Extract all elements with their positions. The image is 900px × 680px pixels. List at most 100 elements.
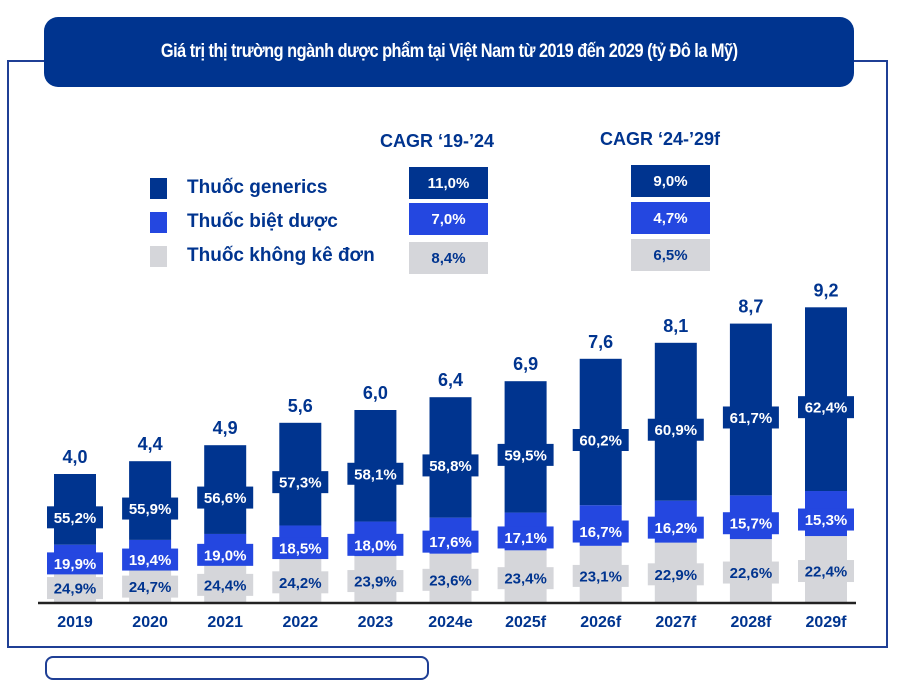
cagr2-otc: 6,5% bbox=[631, 239, 710, 271]
data-label: 15,7% bbox=[730, 516, 773, 533]
data-label: 16,2% bbox=[655, 520, 698, 537]
data-label-box bbox=[647, 516, 704, 539]
data-label-box bbox=[422, 454, 479, 477]
data-label: 55,9% bbox=[129, 501, 172, 518]
data-label-box bbox=[197, 486, 254, 509]
data-label: 55,2% bbox=[54, 510, 97, 527]
data-label-box bbox=[47, 552, 103, 575]
stacked-bar-chart: 24,9% 19,9% 55,2% 4,0 2019 24,7% 19,4% 55,9% 4,4… bbox=[38, 280, 856, 631]
data-label: 23,1% bbox=[579, 568, 622, 585]
legend-swatch bbox=[150, 177, 167, 199]
data-label-box bbox=[197, 543, 254, 566]
data-label-box bbox=[422, 530, 479, 553]
data-label: 56,6% bbox=[204, 490, 247, 507]
legend-swatch bbox=[150, 211, 167, 233]
data-label: 23,6% bbox=[429, 572, 472, 589]
data-label: 16,7% bbox=[579, 524, 622, 541]
data-label-box bbox=[122, 497, 179, 520]
data-label-box bbox=[272, 571, 329, 594]
data-label-box bbox=[122, 575, 179, 598]
data-label-box bbox=[272, 471, 329, 494]
total-label: 4,9 bbox=[213, 418, 238, 438]
total-label: 6,9 bbox=[513, 354, 538, 374]
data-label-box bbox=[572, 520, 629, 543]
data-label-box bbox=[647, 418, 704, 441]
data-label: 60,2% bbox=[579, 433, 622, 450]
legend-item-otc: Thuốc không kê đơn bbox=[150, 245, 375, 267]
chart-title-banner: Giá trị thị trường ngành dược phẩm tại V… bbox=[44, 17, 854, 87]
data-label-box bbox=[572, 429, 629, 452]
data-label-box bbox=[722, 406, 779, 429]
data-label: 22,6% bbox=[730, 565, 773, 582]
data-label: 60,9% bbox=[655, 422, 698, 439]
data-label-box bbox=[647, 563, 704, 586]
data-label-box bbox=[798, 508, 854, 531]
x-tick-label: 2028f bbox=[730, 614, 772, 631]
data-label-box bbox=[798, 396, 854, 419]
data-label-box bbox=[722, 561, 779, 584]
data-label: 22,4% bbox=[805, 564, 848, 581]
data-label: 24,9% bbox=[54, 581, 97, 598]
x-tick-label: 2020 bbox=[132, 614, 168, 631]
legend-item-brand: Thuốc biệt dược bbox=[150, 211, 338, 233]
x-tick-label: 2021 bbox=[207, 614, 243, 631]
data-label: 62,4% bbox=[805, 400, 848, 417]
total-label: 9,2 bbox=[813, 280, 838, 300]
data-label: 24,7% bbox=[129, 579, 172, 596]
cagr-header-2: CAGR ‘24-’29f bbox=[600, 129, 721, 149]
data-label: 22,9% bbox=[655, 567, 698, 584]
data-label: 18,0% bbox=[354, 537, 397, 554]
data-label-box bbox=[497, 567, 554, 590]
data-label-box bbox=[572, 564, 629, 587]
cagr1-otc: 8,4% bbox=[409, 242, 488, 274]
total-label: 7,6 bbox=[588, 332, 613, 352]
data-label: 19,4% bbox=[129, 552, 172, 569]
data-label: 58,1% bbox=[354, 466, 397, 483]
total-label: 8,7 bbox=[738, 297, 763, 317]
total-label: 8,1 bbox=[663, 316, 688, 336]
data-label-box bbox=[798, 560, 854, 583]
cagr2-generics: 9,0% bbox=[631, 165, 710, 197]
data-label: 23,9% bbox=[354, 574, 397, 591]
total-label: 5,6 bbox=[288, 396, 313, 416]
data-label: 23,4% bbox=[504, 571, 547, 588]
chart-title: Giá trị thị trường ngành dược phẩm tại V… bbox=[160, 41, 738, 62]
data-label: 58,8% bbox=[429, 458, 472, 475]
data-label-box bbox=[422, 568, 479, 591]
x-tick-label: 2029f bbox=[806, 614, 848, 631]
data-label-box bbox=[347, 462, 404, 485]
data-label: 17,1% bbox=[504, 530, 547, 547]
data-label: 15,3% bbox=[805, 512, 848, 529]
cagr1-brand: 7,0% bbox=[409, 203, 488, 235]
cagr-header-1: CAGR ‘19-’24 bbox=[380, 131, 495, 151]
cagr1-generics: 11,0% bbox=[409, 167, 488, 199]
total-label: 4,4 bbox=[138, 434, 163, 454]
x-tick-label: 2023 bbox=[358, 614, 394, 631]
legend-label: Thuốc không kê đơn bbox=[187, 245, 375, 266]
x-tick-label: 2026f bbox=[580, 614, 622, 631]
legend-label: Thuốc biệt dược bbox=[187, 211, 338, 232]
data-label-box bbox=[122, 548, 179, 571]
data-label: 57,3% bbox=[279, 475, 322, 492]
total-label: 6,4 bbox=[438, 370, 463, 390]
x-tick-label: 2024e bbox=[428, 614, 473, 631]
data-label-box bbox=[497, 526, 554, 549]
data-label-box bbox=[47, 577, 103, 600]
data-label: 19,9% bbox=[54, 556, 97, 573]
data-label-box bbox=[347, 533, 404, 556]
x-tick-label: 2022 bbox=[283, 614, 319, 631]
data-label-box bbox=[497, 443, 554, 466]
x-tick-label: 2027f bbox=[655, 614, 697, 631]
cagr2-brand: 4,7% bbox=[631, 202, 710, 234]
data-label: 61,7% bbox=[730, 410, 773, 427]
data-label: 19,0% bbox=[204, 547, 247, 564]
legend-swatch bbox=[150, 245, 167, 267]
x-tick-label: 2019 bbox=[57, 614, 93, 631]
legend-label: Thuốc generics bbox=[187, 177, 328, 198]
data-label-box bbox=[347, 570, 404, 593]
total-label: 6,0 bbox=[363, 383, 388, 403]
x-tick-label: 2025f bbox=[505, 614, 547, 631]
data-label-box bbox=[722, 512, 779, 535]
data-label: 59,5% bbox=[504, 447, 547, 464]
data-label-box bbox=[197, 573, 254, 596]
